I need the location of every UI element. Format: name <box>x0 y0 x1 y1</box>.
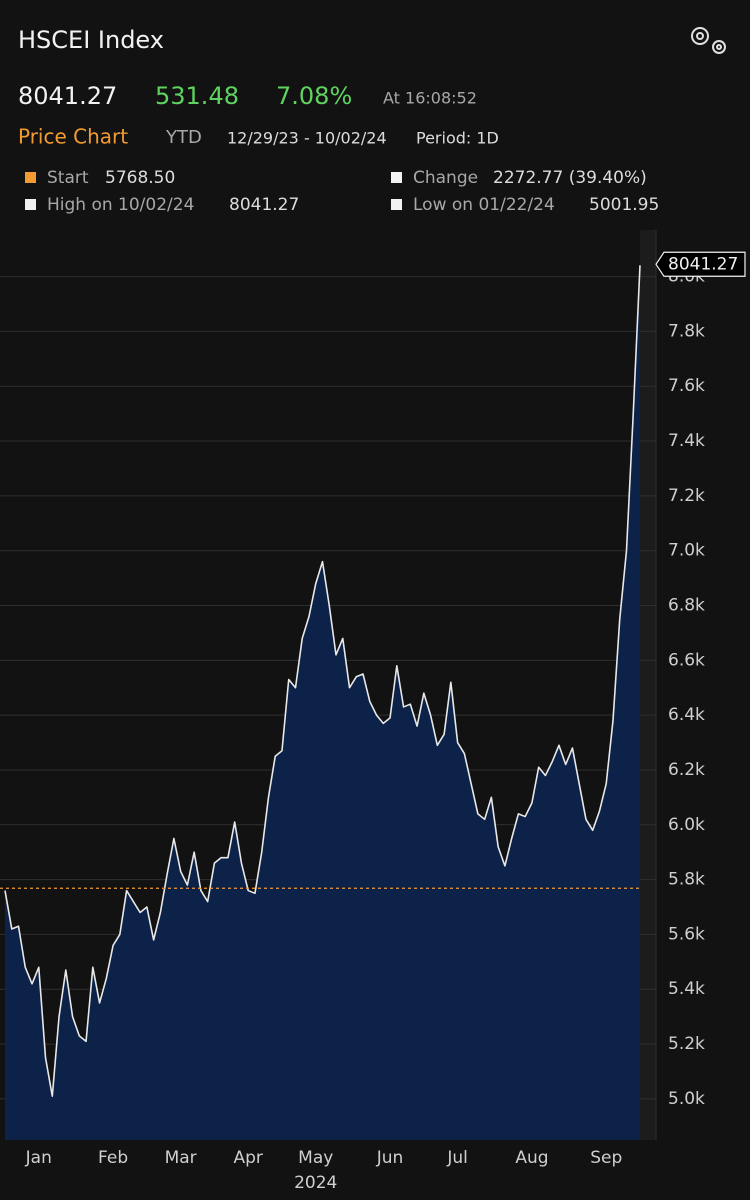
y-tick-label: 6.4k <box>668 705 705 725</box>
x-tick-label: Apr <box>233 1148 262 1168</box>
y-tick-label: 5.6k <box>668 924 705 944</box>
stat-name: Low on 01/22/24 <box>413 195 555 215</box>
last-value-tag <box>655 251 746 277</box>
y-tick-label: 5.8k <box>668 870 705 890</box>
stat-name: Change <box>413 168 478 188</box>
last-value-label: 8041.27 <box>668 254 738 274</box>
legend-marker <box>391 172 402 183</box>
y-tick-label: 5.4k <box>668 979 705 999</box>
last-bar-region <box>640 230 656 1140</box>
x-tick-label: Aug <box>515 1148 548 1168</box>
area-fill <box>5 265 640 1140</box>
y-tick-label: 7.0k <box>668 541 705 561</box>
y-tick-label: 6.2k <box>668 760 705 780</box>
stat-value: 5768.50 <box>105 168 175 188</box>
y-tick-label: 5.2k <box>668 1034 705 1054</box>
stat-name: Start <box>47 168 89 188</box>
stat-value: 2272.77 (39.40%) <box>493 168 647 188</box>
settings-icon[interactable] <box>691 27 726 54</box>
y-tick-label: 6.8k <box>668 596 705 616</box>
pct-change: 7.08% <box>276 82 352 110</box>
title: HSCEI Index <box>18 26 164 54</box>
tab-price-chart[interactable]: Price Chart <box>18 125 128 149</box>
legend-marker <box>25 172 36 183</box>
x-tick-label: Mar <box>165 1148 197 1168</box>
x-tick-label: Feb <box>98 1148 128 1168</box>
stat-name: High on 10/02/24 <box>47 195 194 215</box>
dates: 12/29/23 - 10/02/24 <box>227 129 387 148</box>
y-tick-label: 7.6k <box>668 376 705 396</box>
price: 8041.27 <box>18 82 117 110</box>
x-tick-label: Jul <box>446 1148 468 1168</box>
y-tick-label: 7.4k <box>668 431 705 451</box>
y-tick-label: 6.0k <box>668 815 705 835</box>
range[interactable]: YTD <box>165 127 202 148</box>
y-tick-label: 5.0k <box>668 1089 705 1109</box>
y-tick-label: 7.8k <box>668 321 705 341</box>
price-line <box>4 265 641 1097</box>
legend-marker <box>25 199 36 210</box>
net-change: 531.48 <box>155 82 239 110</box>
x-tick-label: Jun <box>376 1148 404 1168</box>
time: At 16:08:52 <box>383 89 477 108</box>
plot: 5.0k 5.2k 5.4k 5.6k 5.8k 6.0k 6.2k 6.4k 6.6k 6.8k… <box>0 230 746 1193</box>
x-tick-label: May <box>298 1148 333 1168</box>
stat-value: 5001.95 <box>589 195 659 215</box>
stat-value: 8041.27 <box>229 195 299 215</box>
period: Period: 1D <box>416 129 499 148</box>
y-tick-label: 7.2k <box>668 486 705 506</box>
x-tick-label: Jan <box>25 1148 52 1168</box>
x-tick-label: Sep <box>590 1148 622 1168</box>
year-label: 2024 <box>294 1173 337 1193</box>
y-tick-label: 6.6k <box>668 650 705 670</box>
legend-marker <box>391 199 402 210</box>
